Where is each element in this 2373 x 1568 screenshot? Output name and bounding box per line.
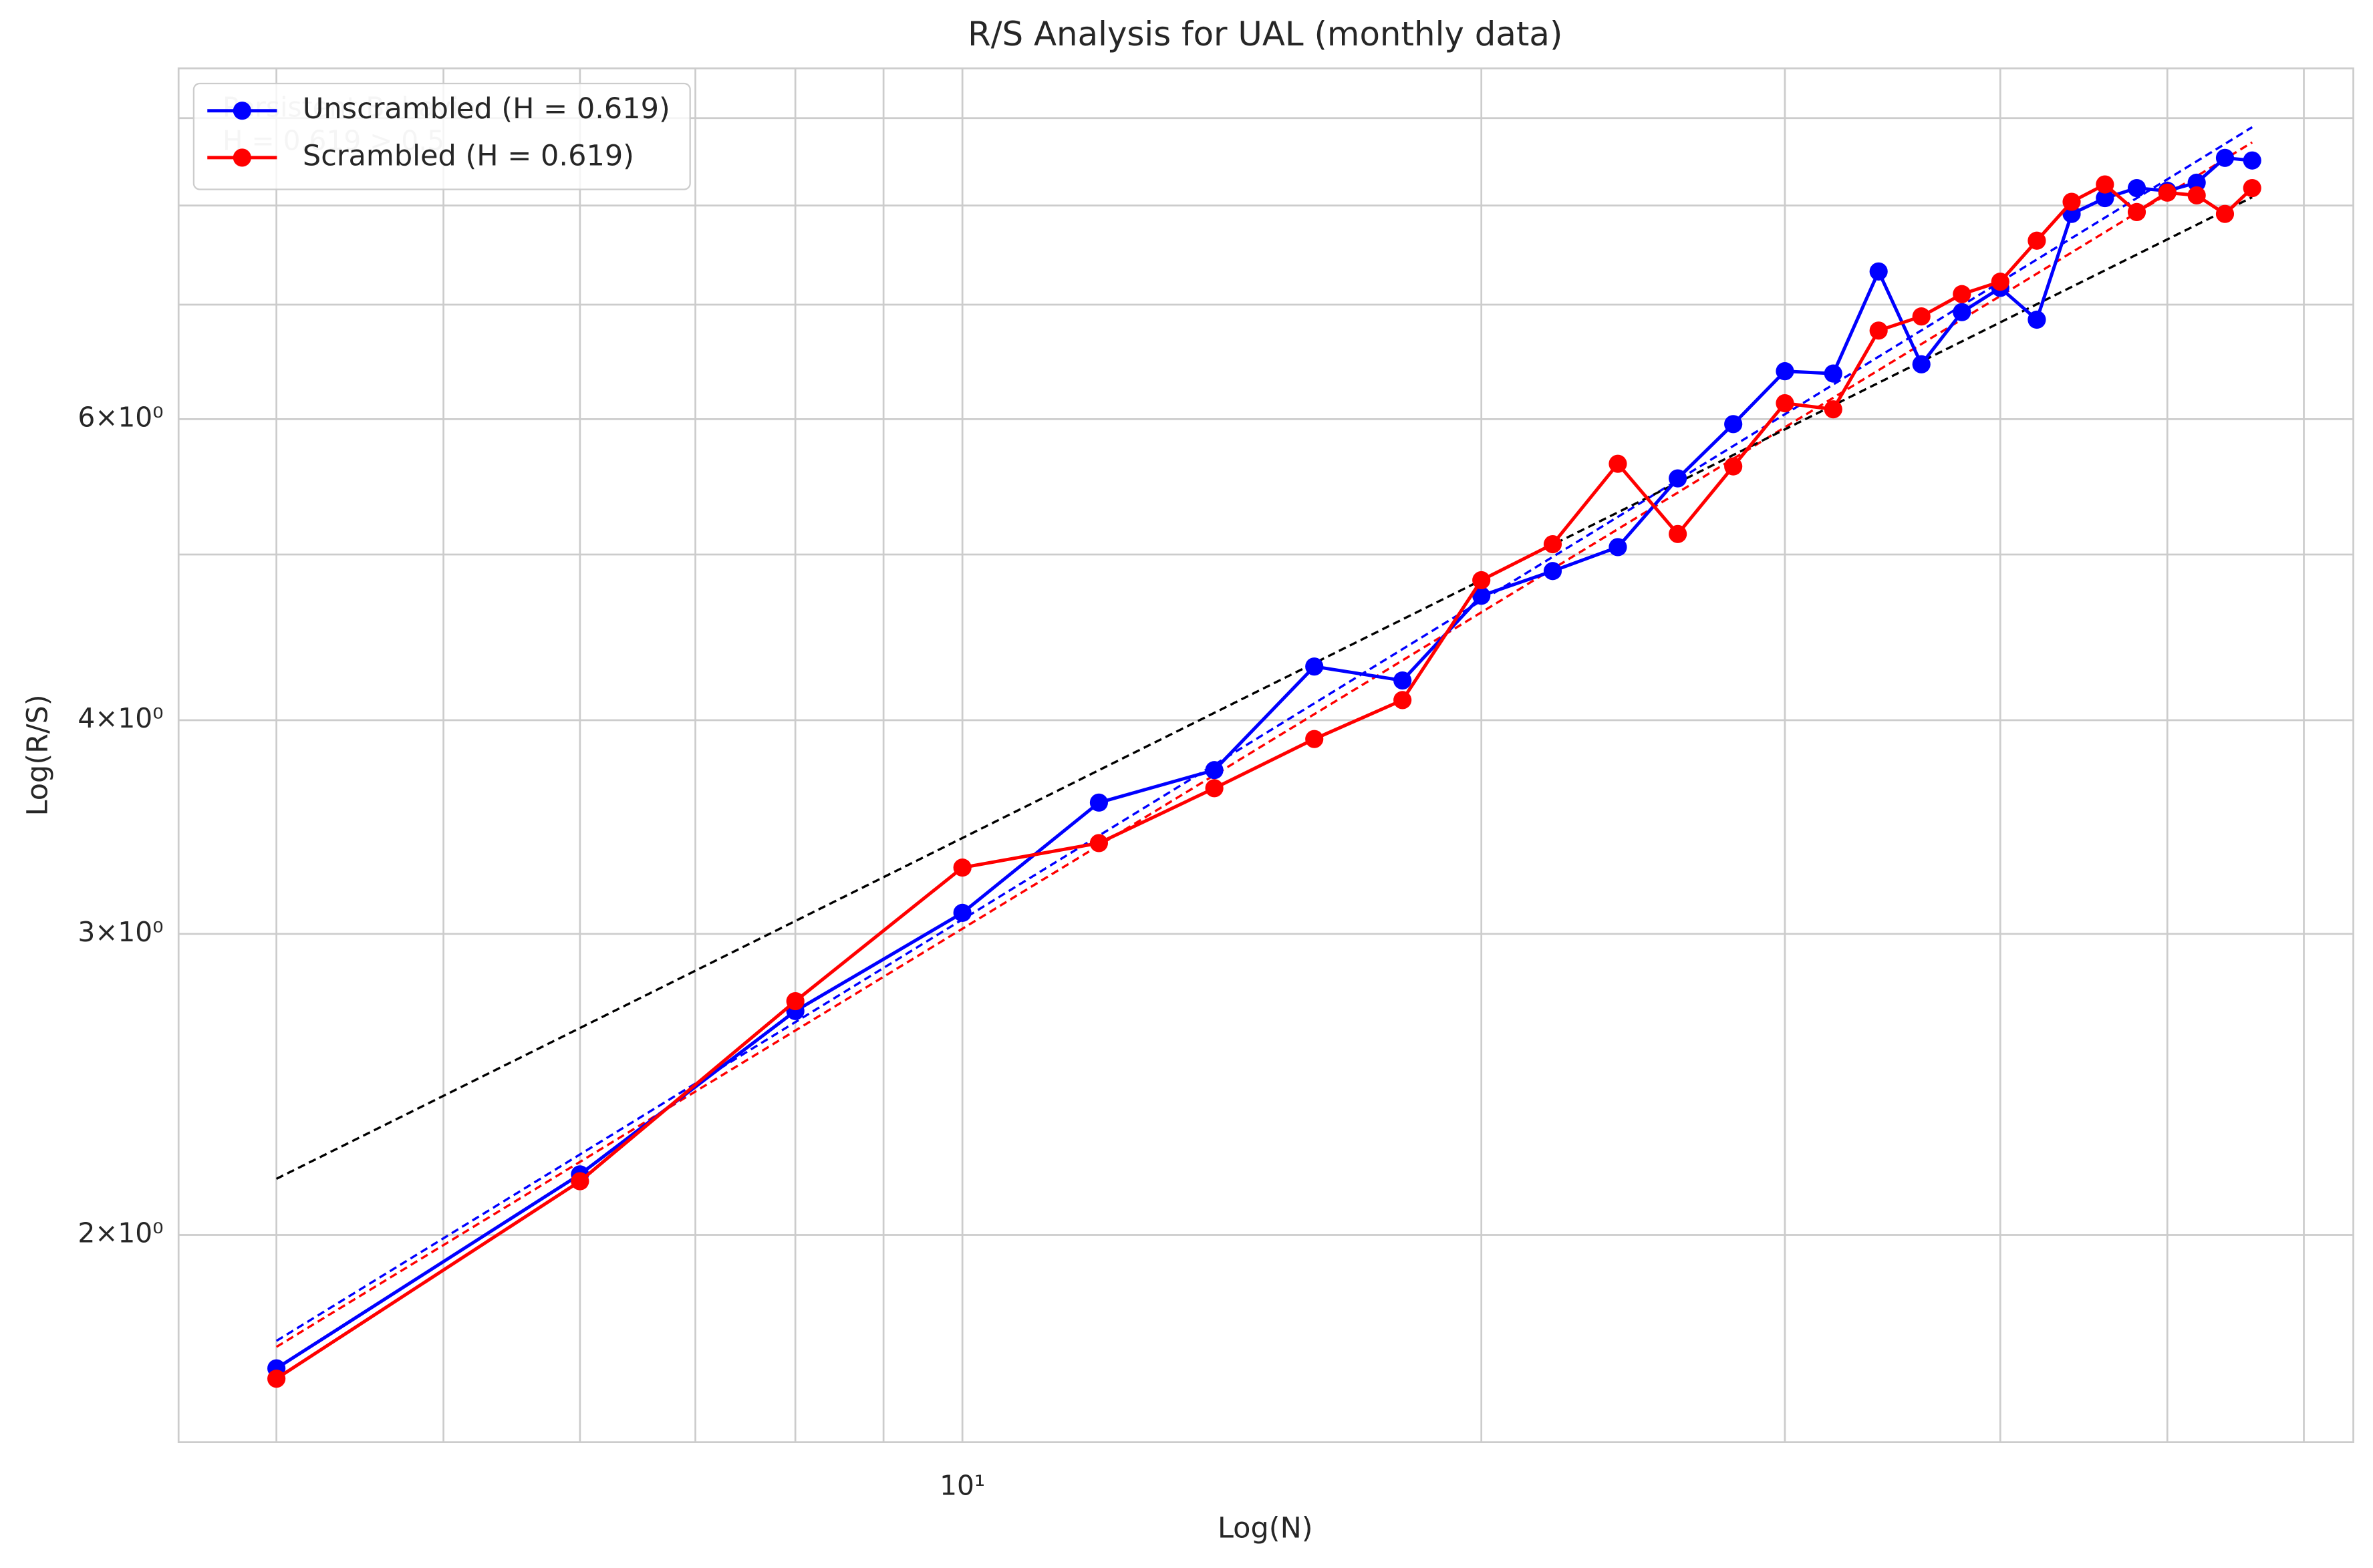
- marker: [2127, 178, 2146, 198]
- marker: [2127, 202, 2146, 221]
- marker: [1724, 457, 1743, 476]
- marker: [1543, 562, 1562, 581]
- marker: [1776, 394, 1794, 413]
- marker: [1953, 285, 1971, 303]
- x-tick-label: 10¹: [940, 1470, 985, 1502]
- marker: [2215, 204, 2235, 223]
- marker: [1669, 524, 1687, 543]
- marker: [1543, 534, 1562, 554]
- legend-label: Scrambled (H = 0.619): [303, 139, 634, 172]
- marker: [1609, 538, 1627, 557]
- grid: [178, 68, 2354, 1442]
- marker: [1912, 307, 1931, 326]
- marker: [2187, 173, 2206, 192]
- marker: [1089, 834, 1109, 852]
- marker: [1669, 469, 1687, 488]
- marker: [1393, 691, 1412, 710]
- legend-label: Unscrambled (H = 0.619): [303, 92, 670, 126]
- marker: [1393, 671, 1412, 690]
- plot-frame: [177, 67, 2354, 1443]
- marker: [2096, 188, 2114, 208]
- y-tick-label: 4×10⁰: [78, 702, 163, 734]
- marker: [1472, 587, 1491, 605]
- fit-line: [275, 196, 2253, 1180]
- marker: [1869, 321, 1888, 340]
- marker: [2028, 231, 2046, 250]
- fit-line: [275, 126, 2253, 1342]
- marker: [2096, 175, 2114, 194]
- marker: [2243, 151, 2261, 170]
- fit-line: [275, 141, 2253, 1348]
- marker: [786, 991, 805, 1011]
- chart-title: R/S Analysis for UAL (monthly data): [968, 15, 1562, 53]
- legend-marker: [233, 102, 251, 120]
- marker: [2028, 310, 2046, 329]
- marker: [1724, 415, 1743, 434]
- legend: Unscrambled (H = 0.619) Scrambled (H = 0.…: [192, 82, 691, 190]
- y-axis-label: Log(R/S): [21, 694, 54, 816]
- marker: [953, 858, 972, 877]
- marker: [1776, 362, 1794, 381]
- plot-area: [267, 126, 2261, 1388]
- marker: [1953, 303, 1971, 321]
- marker: [2187, 186, 2206, 205]
- legend-box: [192, 82, 691, 190]
- marker: [1205, 779, 1224, 798]
- marker: [267, 1370, 286, 1388]
- marker: [1205, 761, 1224, 780]
- marker: [1472, 571, 1491, 590]
- marker: [953, 903, 972, 922]
- marker: [1305, 730, 1324, 748]
- marker: [1824, 400, 1842, 419]
- marker: [1305, 657, 1324, 676]
- marker: [1912, 355, 1931, 373]
- marker: [1089, 793, 1109, 812]
- y-tick-label: 3×10⁰: [78, 916, 163, 948]
- y-tick-label: 2×10⁰: [78, 1217, 163, 1249]
- marker: [2243, 178, 2261, 198]
- x-axis-label: Log(N): [1218, 1511, 1313, 1545]
- marker: [1991, 273, 2009, 291]
- marker: [571, 1172, 589, 1191]
- marker: [1824, 364, 1842, 383]
- legend-marker: [233, 148, 251, 167]
- marker: [2062, 192, 2081, 211]
- marker: [1609, 454, 1627, 473]
- marker: [1869, 262, 1888, 281]
- marker: [2215, 148, 2235, 167]
- y-tick-label: 6×10⁰: [78, 401, 163, 433]
- marker: [2158, 183, 2177, 202]
